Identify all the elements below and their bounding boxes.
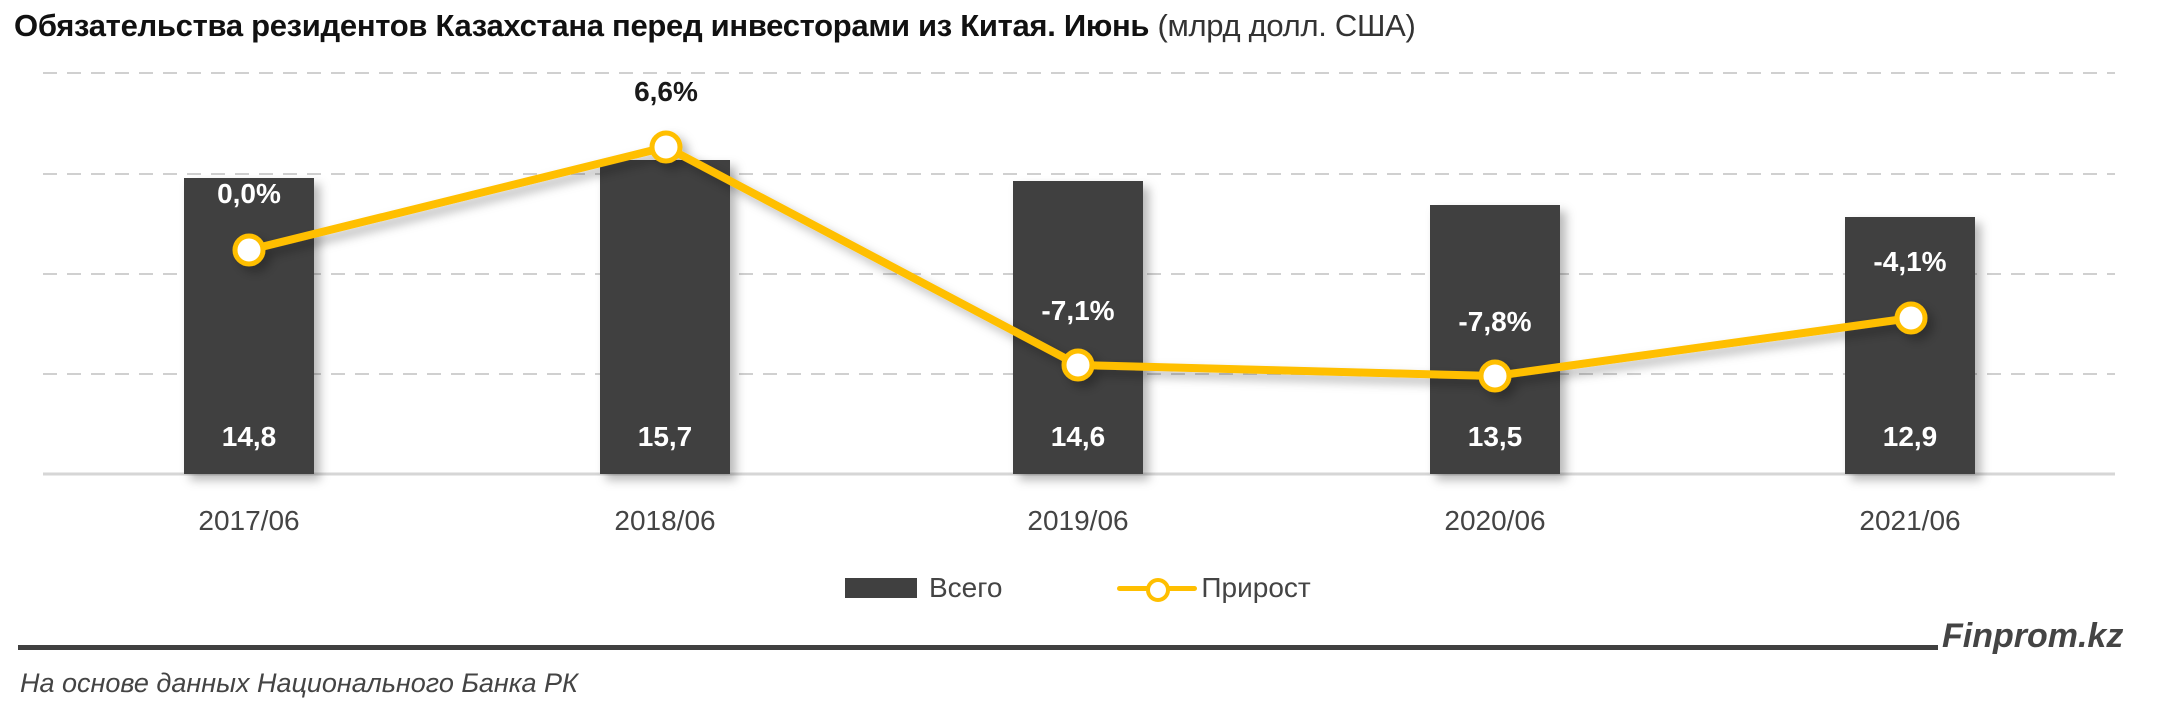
x-axis-label: 2019/06 xyxy=(1027,505,1128,536)
bar-value-label: 15,7 xyxy=(638,421,693,452)
chart-title: Обязательства резидентов Казахстана пере… xyxy=(14,8,1416,44)
line-marker xyxy=(1061,348,1095,382)
growth-value-label: 6,6% xyxy=(634,76,698,107)
line-marker xyxy=(1894,301,1928,335)
bar-value-label: 14,6 xyxy=(1051,421,1106,452)
growth-value-label: -4,1% xyxy=(1873,246,1946,277)
line-marker xyxy=(1478,359,1512,393)
bar xyxy=(1013,181,1143,474)
source-note: На основе данных Национального Банка РК xyxy=(20,668,578,698)
bar xyxy=(1430,205,1560,474)
bar-value-label: 13,5 xyxy=(1468,421,1523,452)
bar xyxy=(1845,217,1975,474)
bar-value-label: 14,8 xyxy=(222,421,277,452)
x-axis-label: 2021/06 xyxy=(1859,505,1960,536)
bar-swatch-icon xyxy=(845,578,917,598)
line-marker-swatch-icon xyxy=(1117,576,1198,602)
line-marker xyxy=(649,130,683,164)
x-axis-label: 2017/06 xyxy=(198,505,299,536)
legend-label-growth: Прирост xyxy=(1201,572,1311,603)
growth-value-label: 0,0% xyxy=(217,178,281,209)
bar-value-label: 12,9 xyxy=(1883,421,1938,452)
brand-logo-text: Finprom.kz xyxy=(1942,617,2124,655)
bar xyxy=(184,178,314,474)
legend-item-growth: Прирост xyxy=(1117,572,1311,604)
bar-series xyxy=(184,160,1975,474)
chart-plot: 14,8 15,7 14,6 13,5 12,9 0,0% 6,6% -7,1%… xyxy=(43,72,2115,536)
chart-legend: Всего Прирост xyxy=(845,572,1311,604)
bar xyxy=(600,160,730,474)
x-axis-label: 2018/06 xyxy=(614,505,715,536)
chart-title-unit: (млрд долл. США) xyxy=(1149,8,1416,43)
footer-divider xyxy=(18,645,1938,650)
legend-item-total: Всего xyxy=(845,572,1002,604)
x-axis-label: 2020/06 xyxy=(1444,505,1545,536)
growth-value-label: -7,8% xyxy=(1458,306,1531,337)
legend-label-total: Всего xyxy=(929,572,1003,603)
line-marker xyxy=(232,233,266,267)
chart-title-main: Обязательства резидентов Казахстана пере… xyxy=(14,8,1150,43)
growth-value-label: -7,1% xyxy=(1041,295,1114,326)
line-series xyxy=(232,130,1928,393)
